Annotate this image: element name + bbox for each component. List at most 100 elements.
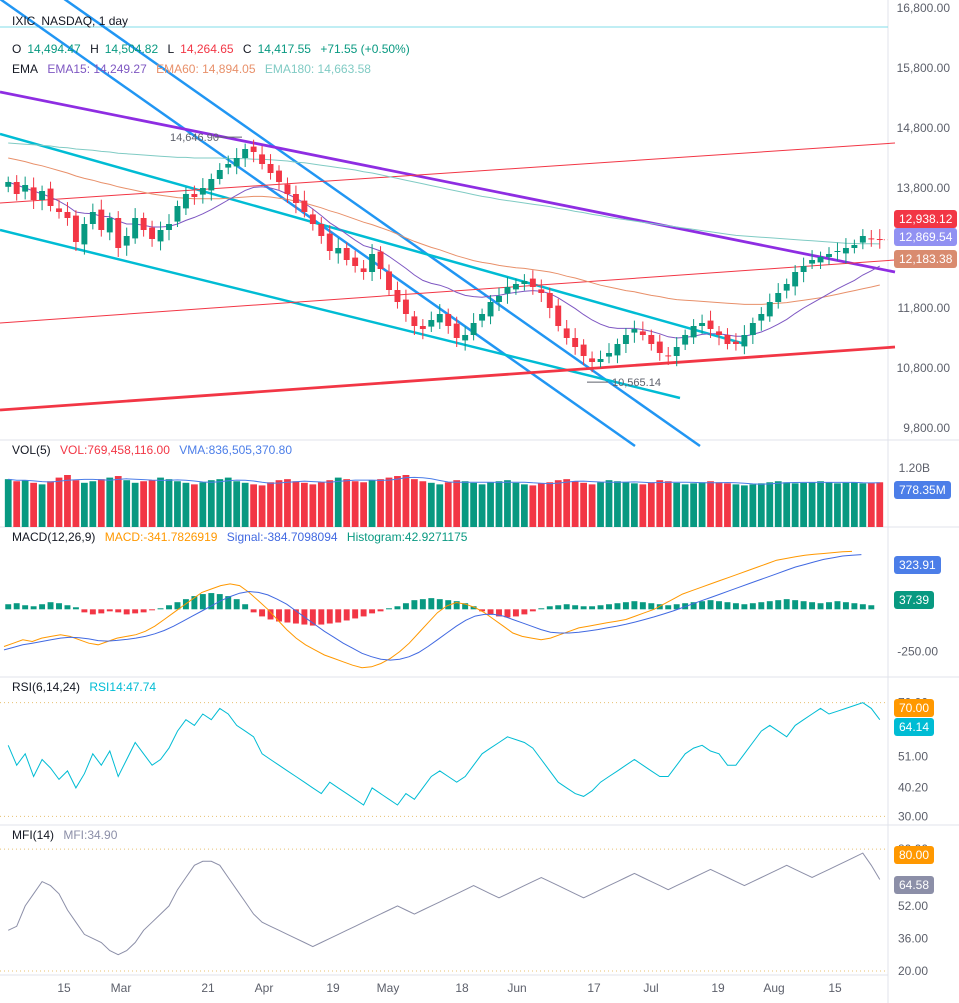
rsi-axis-1: 51.00: [898, 750, 928, 764]
volume-bar: [436, 484, 444, 527]
volume-legend: VOL(5) VOL:769,458,116.00 VMA:836,505,37…: [12, 443, 298, 457]
ohlc-legend: O 14,494.47 H 14,504.82 L 14,264.65 C 14,417…: [12, 42, 416, 56]
volume-bar: [250, 484, 257, 527]
candle-body: [707, 320, 714, 329]
candle-body: [589, 358, 596, 362]
chart-title: IXIC NASDAQ, 1 day: [12, 14, 134, 28]
ema-hidden-tag: 12,869.54: [894, 228, 958, 246]
macd-hist-bar: [521, 609, 528, 615]
candle-body: [724, 335, 731, 344]
volume-bar: [453, 480, 461, 527]
candle-body: [758, 314, 765, 321]
candle-body: [369, 254, 376, 272]
candle-body: [72, 215, 79, 242]
volume-bar: [444, 482, 452, 527]
volume-bar: [664, 481, 672, 527]
price-tick-6: 9,800.00: [903, 421, 950, 435]
macd-hist-bar: [419, 599, 426, 610]
macd-hist-bar: [699, 601, 706, 610]
macd-hist-bar: [741, 604, 748, 610]
candle-body: [259, 154, 266, 164]
macd-legend: MACD(12,26,9) MACD:-341.7826919 Signal:-…: [12, 530, 473, 544]
candle-body: [538, 289, 545, 293]
macd-hist-bar: [597, 605, 604, 610]
ema180-line: [8, 142, 880, 245]
volume-bar: [487, 482, 494, 527]
candle-body: [106, 218, 113, 233]
volume-bar: [741, 485, 748, 527]
candle-body: [13, 182, 20, 194]
volume-bar: [360, 482, 367, 527]
volume-bar: [216, 479, 224, 527]
volume-bar: [21, 480, 29, 527]
x-tick-3: Apr: [255, 981, 274, 995]
volume-bar: [427, 482, 435, 527]
macd-hist-bar: [809, 602, 816, 610]
macd-hist-bar: [411, 600, 418, 610]
macd-hist-bar: [284, 609, 291, 623]
macd-hist-bar: [386, 608, 392, 610]
macd-hist-bar: [445, 600, 452, 610]
volume-bar: [757, 483, 765, 527]
candle-body: [732, 341, 739, 344]
candle-body: [597, 359, 604, 362]
vma-value: VMA:836,505,370.80: [179, 443, 293, 457]
trendline-purple: [0, 90, 896, 274]
macd-hist-bar: [149, 609, 156, 611]
volume-bar: [241, 482, 249, 527]
macd-hist-bar: [174, 602, 181, 610]
volume-bar: [97, 479, 105, 527]
candle-body: [174, 206, 181, 222]
candle-body: [64, 212, 71, 218]
ema180-value: EMA180: 14,663.58: [264, 62, 371, 76]
macd-hist-bar: [462, 603, 469, 610]
volume-bar: [233, 481, 241, 527]
candle-body: [250, 146, 257, 152]
volume-bar: [867, 482, 875, 527]
volume-bar: [647, 482, 655, 527]
volume-bar: [351, 481, 359, 527]
candle-body: [834, 251, 841, 252]
trendline-red-thick: [0, 345, 896, 412]
price-tick-0: 16,800.00: [897, 1, 951, 15]
volume-bar: [106, 477, 114, 527]
macd-hist-bar: [5, 604, 12, 610]
macd-hist-bar: [716, 601, 722, 610]
o-label: O: [12, 42, 22, 56]
volume-bar: [554, 480, 562, 527]
candle-body: [546, 293, 553, 308]
volume-bar: [851, 482, 858, 527]
volume-axis-label: 1.20B: [899, 461, 930, 475]
macd-hist-bar: [360, 609, 367, 617]
volume-bar: [766, 482, 774, 527]
title: NASDAQ, 1 day: [41, 14, 129, 28]
macd-hist-bar: [72, 607, 79, 610]
volume-bar: [38, 484, 46, 527]
candle-body: [445, 314, 452, 326]
vma-line: [8, 476, 880, 485]
volume-bar: [317, 482, 325, 527]
candle-body: [98, 209, 105, 230]
candle-body: [242, 149, 249, 158]
candle-body: [639, 331, 646, 335]
low-note: 10,565.14: [612, 377, 661, 389]
candle-body: [157, 230, 164, 242]
volume-bar: [724, 483, 731, 527]
candle-body: [419, 326, 426, 329]
volume-bar: [588, 484, 596, 527]
volume-bar: [783, 482, 791, 527]
candle-body: [504, 287, 511, 294]
macd-hist-bar: [453, 601, 460, 610]
candle-body: [462, 335, 469, 341]
candle-body: [360, 268, 367, 272]
volume-bar: [419, 481, 427, 527]
volume-bar: [30, 482, 37, 527]
candle-body: [352, 257, 359, 266]
volume-bar: [580, 482, 587, 527]
volume-bar: [174, 481, 181, 527]
macd-hist-bar: [868, 605, 875, 610]
macd-hist-bar: [512, 609, 519, 617]
macd-hist-bar: [496, 609, 502, 617]
macd-hist-bar: [30, 606, 37, 610]
candle-body: [521, 281, 528, 284]
